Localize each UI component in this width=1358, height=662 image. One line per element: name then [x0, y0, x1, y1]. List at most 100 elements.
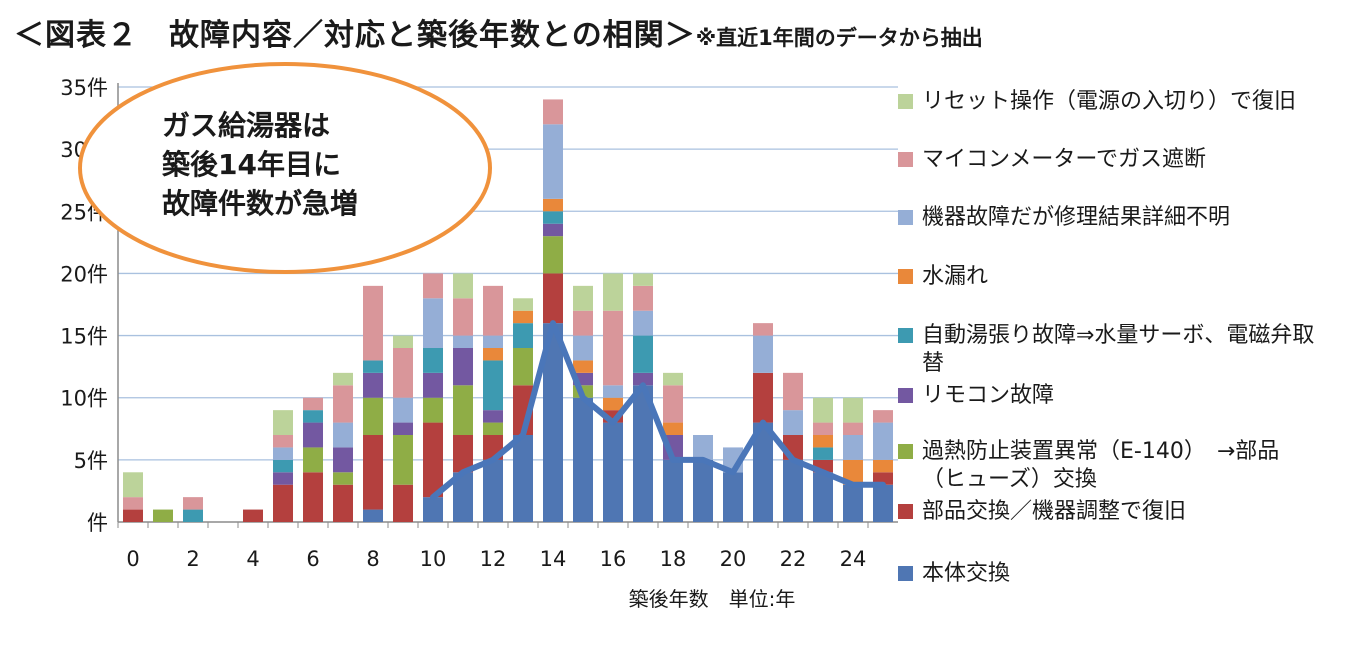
- bar-segment: [333, 472, 353, 485]
- bar-segment: [633, 310, 653, 336]
- x-tick-label: 24: [840, 547, 867, 571]
- bar-segment: [393, 484, 413, 522]
- bar-segment: [843, 397, 863, 423]
- legend-swatch: [898, 504, 913, 519]
- bar-segment: [453, 335, 473, 348]
- x-tick-label: 8: [366, 547, 379, 571]
- bar-segment: [873, 459, 893, 473]
- x-tick-label: 14: [540, 547, 567, 571]
- legend-swatch: [898, 152, 913, 167]
- bar-segment: [843, 484, 863, 522]
- bar-segment: [303, 447, 323, 473]
- bar-segment: [363, 372, 383, 398]
- bar-segment: [303, 410, 323, 423]
- bar-segment: [333, 422, 353, 448]
- bar-segment: [753, 372, 773, 423]
- bar-segment: [393, 435, 413, 485]
- legend-label: 機器故障だが修理結果詳細不明: [922, 205, 1231, 230]
- bar-segment: [693, 459, 713, 522]
- bar-segment: [603, 397, 623, 411]
- bar-segment: [543, 211, 563, 224]
- bar-segment: [423, 497, 443, 522]
- bar-segment: [573, 310, 593, 336]
- bar-segment: [273, 410, 293, 435]
- legend-label: 水漏れ: [922, 264, 989, 289]
- legend-swatch: [898, 388, 913, 403]
- callout-line: 築後14年目に: [161, 148, 341, 181]
- bar-segment: [663, 372, 683, 386]
- bar-segment: [873, 484, 893, 522]
- bar-segment: [663, 385, 683, 423]
- legend-swatch: [898, 269, 913, 284]
- bar-segment: [453, 435, 473, 473]
- bar-segment: [273, 472, 293, 485]
- bar-segment: [483, 335, 503, 348]
- y-tick-label: 5件: [74, 449, 108, 473]
- bar-segment: [453, 472, 473, 522]
- legend-swatch: [898, 566, 913, 581]
- callout-line: 故障件数が急増: [162, 187, 358, 220]
- y-tick-label: 15件: [60, 325, 108, 349]
- x-tick-label: 20: [720, 547, 747, 571]
- bar-segment: [633, 372, 653, 386]
- bar-segment: [183, 497, 203, 510]
- callout-line: ガス給湯器は: [162, 109, 330, 142]
- x-axis-label: 築後年数 単位:年: [629, 587, 796, 611]
- bar-segment: [393, 348, 413, 398]
- bar-segment: [663, 459, 683, 522]
- bar-segment: [483, 410, 503, 423]
- bar-segment: [123, 497, 143, 510]
- bar-segment: [363, 285, 383, 361]
- bar-segment: [543, 124, 563, 199]
- bar-segment: [333, 372, 353, 386]
- bar-segment: [873, 422, 893, 460]
- bar-segment: [633, 335, 653, 373]
- bar-segment: [363, 435, 383, 510]
- bar-segment: [633, 273, 653, 286]
- bar-segment: [633, 285, 653, 311]
- bar-segment: [543, 323, 563, 522]
- legend-swatch: [898, 94, 913, 109]
- legend-label: リセット操作（電源の入切り）で復旧: [922, 89, 1297, 114]
- bar-segment: [543, 223, 563, 237]
- bar-segment: [573, 335, 593, 361]
- y-tick-label: 件: [87, 511, 108, 535]
- bar-segment: [483, 348, 503, 361]
- bar-segment: [453, 298, 473, 336]
- legend-label: 自動湯張り故障⇒水量サーボ、電磁弁取替: [922, 323, 1315, 376]
- legend-label: マイコンメーターでガス遮断: [922, 147, 1207, 172]
- bar-segment: [393, 335, 413, 348]
- bar-segment: [423, 372, 443, 398]
- bar-segment: [633, 385, 653, 522]
- bar-segment: [783, 459, 803, 522]
- bar-segment: [813, 435, 833, 448]
- bar-segment: [423, 273, 443, 299]
- bar-segment: [603, 310, 623, 386]
- bar-segment: [723, 472, 743, 522]
- bar-segment: [483, 459, 503, 522]
- bar-segment: [393, 422, 413, 435]
- bar-segment: [513, 435, 533, 522]
- bar-segment: [303, 422, 323, 448]
- bar-segment: [513, 323, 533, 348]
- x-tick-label: 16: [600, 547, 627, 571]
- x-tick-label: 0: [126, 547, 139, 571]
- bar-segment: [753, 422, 773, 522]
- y-tick-label: 10件: [60, 387, 108, 411]
- bar-segment: [573, 397, 593, 522]
- bar-segment: [873, 472, 893, 485]
- bar-segment: [603, 385, 623, 398]
- bar-segment: [423, 397, 443, 423]
- legend-label: 部品交換／機器調整で復旧: [922, 499, 1187, 524]
- bar-segment: [303, 472, 323, 522]
- bar-segment: [363, 397, 383, 435]
- bar-segment: [123, 509, 143, 522]
- bar-segment: [183, 509, 203, 522]
- bar-segment: [243, 509, 263, 522]
- callout-ellipse: [78, 62, 492, 274]
- bar-segment: [423, 298, 443, 348]
- legend-swatch: [898, 444, 913, 459]
- x-tick-label: 6: [306, 547, 319, 571]
- bar-segment: [753, 335, 773, 373]
